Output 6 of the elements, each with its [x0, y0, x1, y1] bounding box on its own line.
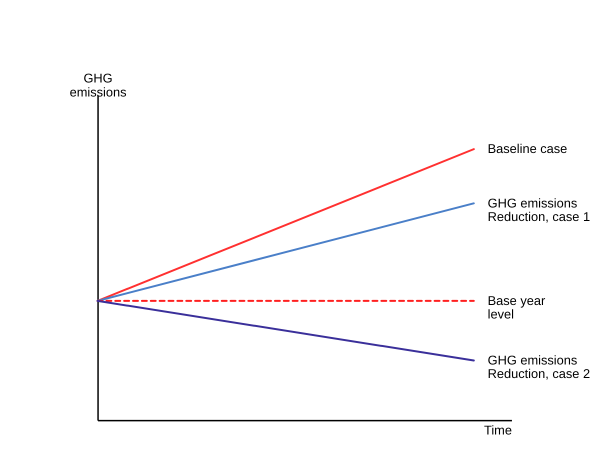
series-label: GHG emissions Reduction, case 2 [488, 352, 590, 382]
series-label: GHG emissions Reduction, case 1 [488, 195, 590, 224]
y-axis-title: GHG emissions [70, 70, 127, 100]
series-label: Base year level [488, 292, 546, 322]
x-axis-title: Time [484, 422, 512, 438]
series-label: Baseline case [488, 141, 568, 156]
